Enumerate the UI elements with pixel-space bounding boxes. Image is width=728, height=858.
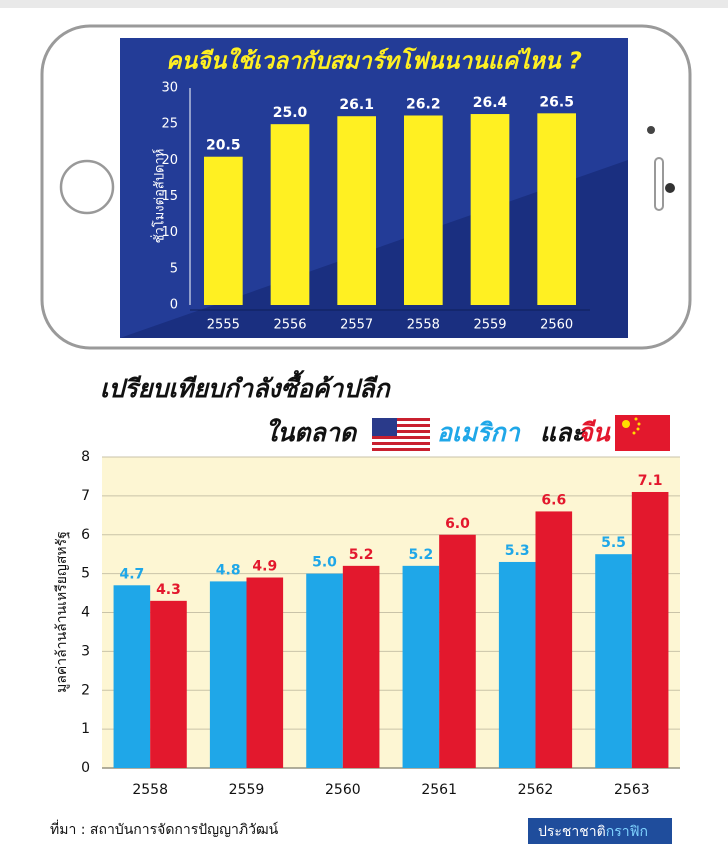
y-tick-label: 4 [81,605,90,621]
bar [537,113,576,305]
bar [246,577,284,768]
brand-accent: กราฟิก [606,824,648,840]
y-tick-label: 5 [81,566,90,582]
value-label: 4.9 [252,559,277,575]
value-label: 7.1 [638,473,663,489]
x-tick-label: 2561 [421,782,457,798]
value-label: 5.2 [408,547,433,563]
x-tick-label: 2562 [518,782,554,798]
value-label: 6.0 [445,516,470,532]
bar [337,116,376,306]
bar [595,554,632,768]
y-tick-label: 15 [161,189,178,204]
value-label: 25.0 [273,105,308,121]
bar [498,561,536,768]
china-flag [615,415,670,451]
value-label: 5.0 [312,555,337,571]
value-label: 26.2 [406,96,441,112]
y-tick-label: 10 [161,225,178,240]
y-tick-label: 7 [81,488,90,504]
brand-name: ประชาชาติ [538,824,606,840]
value-label: 4.7 [119,566,144,582]
y-tick-label: 2 [81,682,90,698]
bar [402,565,440,768]
y-tick-label: 20 [161,153,178,168]
brand: ประชาชาติกราฟิก [538,824,648,840]
bar [150,600,187,768]
bar [270,124,310,306]
us-flag [372,418,430,452]
x-tick-label: 2555 [207,318,240,333]
chart-title: คนจีนใช้เวลากับสมาร์ทโฟนนานแค่ไหน ? [166,47,582,75]
y-tick-label: 1 [81,721,90,737]
x-tick-label: 2563 [614,782,650,798]
brand-box [528,818,672,844]
top-strip [0,0,728,8]
value-label: 20.5 [206,138,241,154]
legend-label: จีน [578,418,612,447]
value-label: 4.8 [216,562,241,578]
phone-camera [665,183,675,193]
y-tick-label: 5 [170,261,178,276]
y-axis-label: ชั่วโมงต่อสัปดาห์ [151,149,168,244]
bar [306,573,343,768]
x-tick-label: 2558 [407,318,440,333]
value-label: 5.2 [349,547,374,563]
home-button [59,159,115,215]
phone-speaker [654,157,664,211]
bar [439,534,476,768]
x-tick-label: 2558 [132,782,168,798]
x-tick-label: 2557 [340,318,373,333]
bar [342,565,380,768]
value-label: 26.1 [339,97,374,113]
connector: และ [540,418,586,447]
chart-subtitle: ในตลาด [265,418,358,447]
x-tick-label: 2559 [229,782,265,798]
x-tick-label: 2559 [473,318,506,333]
bar [535,511,573,768]
bar [470,114,510,305]
bar [113,585,151,768]
x-tick-label: 2560 [540,318,573,333]
chart-title: เปรียบเทียบกำลังซื้อค้าปลีก [100,370,392,403]
y-tick-label: 0 [81,760,90,776]
value-label: 26.5 [539,94,574,110]
bar [204,156,243,305]
value-label: 5.3 [505,543,530,559]
y-tick-label: 30 [161,81,178,96]
y-tick-label: 0 [170,298,178,313]
y-tick-label: 8 [81,449,90,465]
x-tick-label: 2560 [325,782,361,798]
y-tick-label: 6 [81,527,90,543]
legend-label: อเมริกา [437,418,521,447]
bar [209,581,247,768]
value-label: 4.3 [156,582,181,598]
x-tick-label: 2556 [273,318,306,333]
y-tick-label: 3 [81,643,90,659]
value-label: 6.6 [541,492,566,508]
bar [631,491,669,768]
y-tick-label: 25 [161,117,178,132]
value-label: 26.4 [473,95,508,111]
phone-sensor [647,126,655,134]
source: ที่มา : สถาบันการจัดการปัญญาภิวัฒน์ [50,820,279,838]
value-label: 5.5 [601,535,626,551]
bar [404,115,443,305]
y-axis-label: มูลค่าล้านล้านเหรียญสหรัฐ [54,531,70,693]
